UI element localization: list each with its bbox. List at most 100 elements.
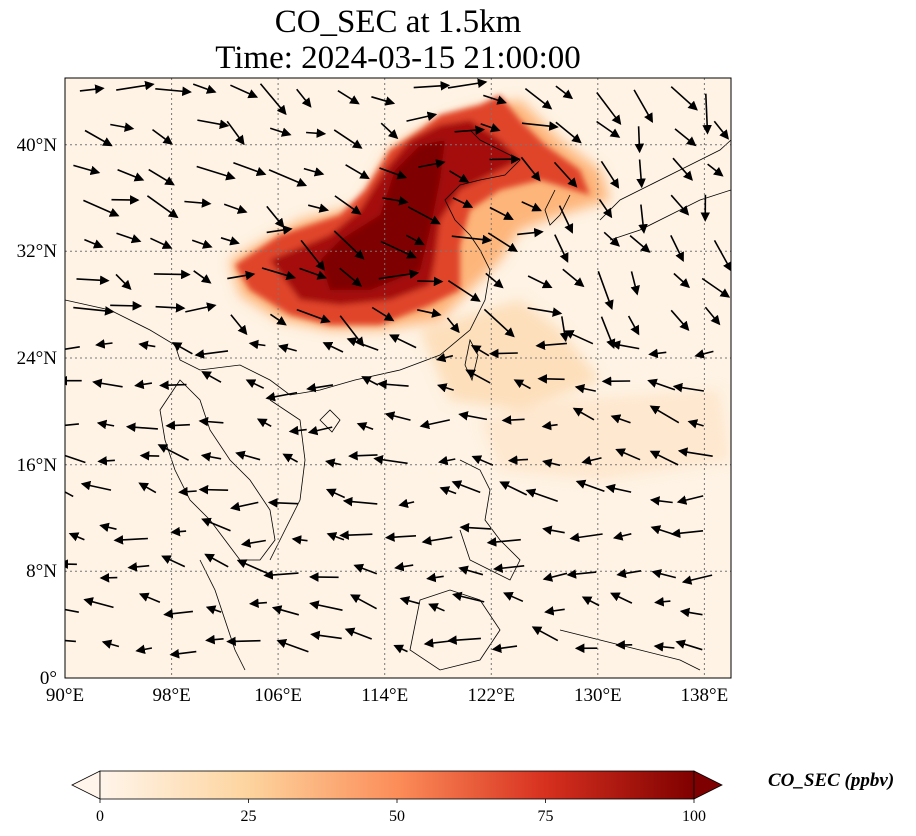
wind-arrow [300, 239, 326, 271]
wind-arrow [581, 455, 602, 466]
wind-arrow [353, 563, 378, 575]
wind-arrow [134, 379, 153, 390]
wind-arrow [648, 348, 667, 359]
wind-arrow [379, 167, 408, 180]
wind-arrow [627, 315, 640, 336]
wind-arrow [575, 479, 605, 493]
wind-arrow [527, 275, 553, 289]
wind-arrow [110, 301, 143, 311]
wind-arrow [296, 308, 331, 324]
wind-arrow [101, 639, 120, 649]
wind-arrow [271, 605, 300, 616]
wind-arrow [612, 531, 632, 541]
wind-arrow [421, 535, 453, 546]
wind-arrow [267, 498, 298, 508]
wind-arrow [235, 450, 261, 461]
wind-arrow [616, 568, 642, 579]
wind-arrow [256, 418, 272, 428]
wind-arrow [451, 234, 493, 245]
wind-arrow [649, 405, 680, 424]
wind-arrow [269, 313, 287, 326]
wind-arrow [110, 122, 135, 132]
title-line-2: Time: 2024-03-15 21:00:00 [215, 40, 581, 76]
wind-arrow [155, 86, 192, 97]
wind-arrow [266, 225, 293, 235]
wind-arrow [485, 272, 504, 289]
wind-arrow [428, 603, 445, 612]
wind-arrow [169, 648, 197, 659]
wind-arrow [493, 563, 525, 573]
wind-arrow [303, 167, 325, 177]
wind-arrow [407, 206, 441, 225]
wind-arrow [513, 379, 531, 390]
colorbar-tick-label: 50 [389, 808, 405, 825]
wind-arrow [322, 342, 344, 353]
wind-arrow [517, 227, 544, 238]
wind-arrow [405, 234, 425, 246]
wind-arrow [674, 128, 697, 147]
wind-arrow [184, 198, 212, 208]
wind-arrow [198, 416, 224, 427]
wind-arrow [629, 234, 651, 253]
wind-arrow [596, 92, 622, 125]
wind-arrow [670, 309, 690, 332]
lat-tick-label: 0° [40, 668, 57, 689]
wind-arrow [371, 306, 395, 322]
wind-arrow [76, 275, 110, 286]
wind-arrow [535, 340, 567, 350]
wind-arrow [380, 240, 417, 259]
wind-arrow [636, 159, 646, 189]
wind-arrow [291, 535, 308, 545]
wind-arrow [171, 342, 193, 355]
concentration-field [65, 78, 731, 678]
wind-arrow [65, 491, 74, 498]
wind-arrow [138, 482, 157, 494]
wind-arrow [487, 232, 518, 252]
wind-arrow [334, 195, 362, 215]
wind-arrow [670, 194, 690, 216]
colorbar-title: CO_SEC (ppbv) [768, 770, 895, 791]
wind-arrow [230, 314, 248, 336]
wind-arrow [499, 481, 528, 496]
wind-arrow [544, 606, 565, 616]
colorbar-extend-min [71, 770, 101, 800]
wind-arrow [163, 608, 193, 619]
wind-arrow [446, 317, 460, 334]
lon-tick-label: 130°E [574, 685, 622, 706]
wind-arrow [598, 198, 613, 219]
wind-arrow [95, 339, 113, 349]
wind-arrow [491, 643, 518, 653]
wind-arrow [165, 420, 190, 431]
wind-arrow [483, 308, 515, 338]
wind-arrow [325, 458, 341, 468]
wind-arrow [220, 236, 240, 246]
wind-arrow [707, 163, 724, 177]
lon-tick-labels: 90°E 98°E 106°E 114°E 122°E 130°E 138°E [46, 685, 728, 706]
wind-arrow [385, 532, 417, 542]
wind-arrow [261, 267, 297, 281]
colorbar-tick-label: 75 [538, 808, 554, 825]
wind-arrow [694, 349, 714, 359]
lat-tick-label: 8°N [26, 561, 57, 582]
wind-arrow [153, 269, 191, 280]
wind-arrow [651, 569, 676, 579]
wind-arrow [299, 267, 328, 280]
wind-arrow [553, 161, 578, 188]
wind-arrow [406, 111, 438, 122]
wind-arrow [377, 379, 409, 390]
wind-arrow [521, 201, 542, 212]
wind-arrow [713, 120, 729, 140]
wind-arrow [452, 197, 474, 208]
lon-tick-label: 122°E [467, 685, 515, 706]
wind-arrow [562, 268, 585, 288]
wind-arrow [501, 415, 525, 425]
wind-arrow [282, 453, 298, 463]
wind-arrow [68, 532, 85, 542]
wind-arrow [345, 164, 370, 180]
wind-arrow [125, 422, 158, 433]
wind-arrow [265, 391, 298, 402]
wind-arrow [673, 272, 690, 289]
wind-arrow [555, 85, 574, 100]
title-line-1: CO_SEC at 1.5km [274, 4, 522, 40]
